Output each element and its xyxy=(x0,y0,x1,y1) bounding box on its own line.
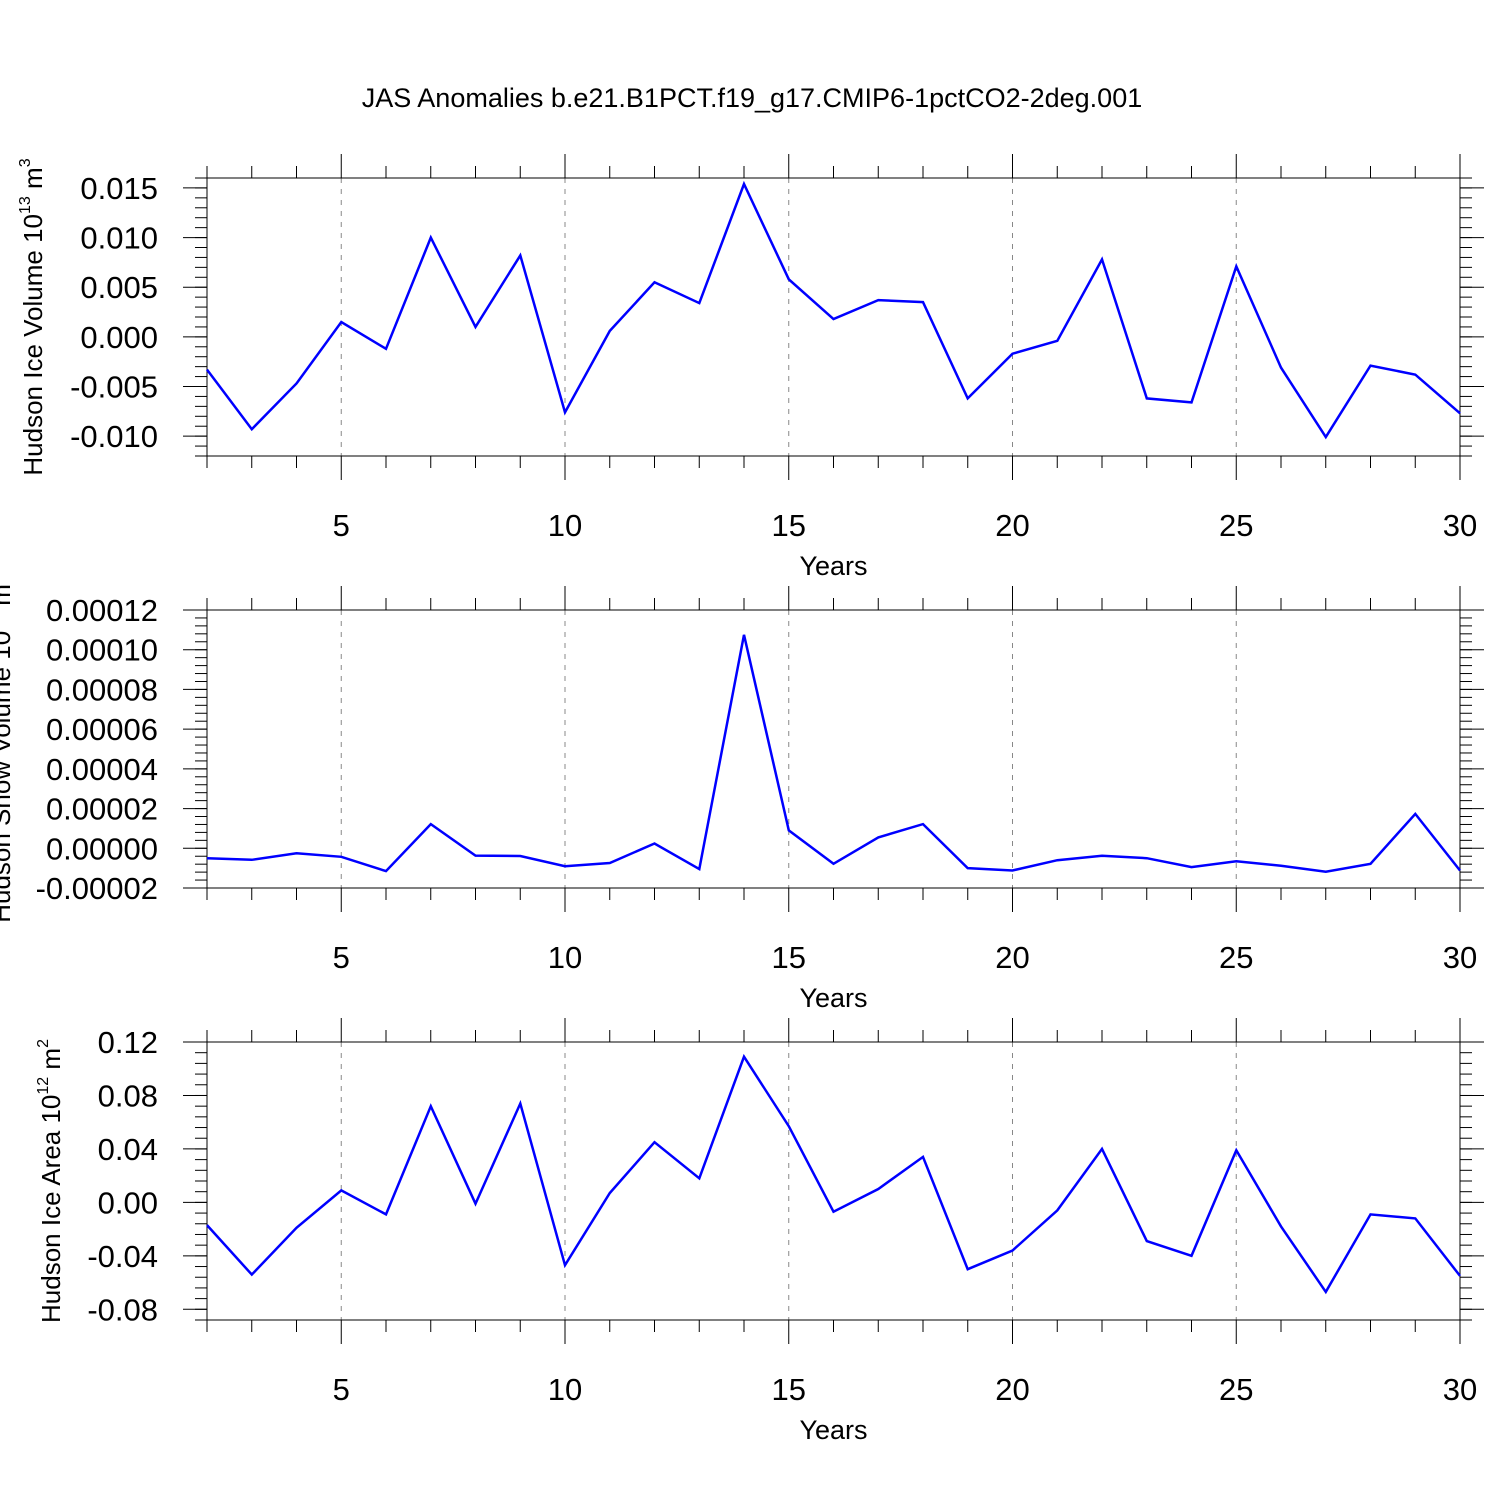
y-tick-label: -0.005 xyxy=(70,370,158,405)
x-axis-label: Years xyxy=(799,551,867,581)
x-tick-label: 10 xyxy=(548,508,582,543)
y-tick-label: 0.015 xyxy=(80,171,158,206)
chart-title: JAS Anomalies b.e21.B1PCT.f19_g17.CMIP6-… xyxy=(362,83,1142,113)
x-tick-label: 20 xyxy=(995,1372,1029,1407)
x-tick-label: 25 xyxy=(1219,1372,1253,1407)
series-line xyxy=(206,1053,1461,1295)
x-tick-label: 30 xyxy=(1443,508,1477,543)
x-tick-label: 30 xyxy=(1443,1372,1477,1407)
plot-frame xyxy=(206,1041,1461,1321)
x-tick-label: 25 xyxy=(1219,940,1253,975)
panel-2: 5 10 15 20 25 30 Years -0.00002 0.00000 0.00002 0.… xyxy=(0,575,1484,1013)
y-tick-label: 0.00002 xyxy=(46,792,158,827)
y-tick-label: 0.00 xyxy=(98,1185,158,1220)
series-line xyxy=(206,180,1461,440)
x-tick-label: 5 xyxy=(333,508,350,543)
y-tick-label: 0.00008 xyxy=(46,672,158,707)
y-tick-label: -0.04 xyxy=(87,1239,158,1274)
x-tick-label: 15 xyxy=(772,508,806,543)
y-tick-label: 0.12 xyxy=(98,1025,158,1060)
panel-3: 5 10 15 20 25 30 Years -0.08 -0.04 0.00 0.04 0.08 0.… xyxy=(35,1018,1484,1445)
y-tick-label: 0.04 xyxy=(98,1132,158,1167)
x-tick-label: 10 xyxy=(548,1372,582,1407)
x-axis-label: Years xyxy=(799,1415,867,1445)
plot-frame xyxy=(206,609,1461,889)
panel-1: 5 10 15 20 25 30 Years -0.010 -0.005 0.000 0.005 0.… xyxy=(17,154,1484,581)
x-tick-label: 30 xyxy=(1443,940,1477,975)
panels: 5 10 15 20 25 30Years-0.010-0.0050.0000.0050.… xyxy=(0,154,1484,1445)
y-tick-label: 0.005 xyxy=(80,270,158,305)
y-tick-label: -0.08 xyxy=(87,1292,158,1327)
plot-frame xyxy=(206,177,1461,457)
y-tick-label: 0.00004 xyxy=(46,752,158,787)
x-tick-label: 20 xyxy=(995,508,1029,543)
series-line xyxy=(206,634,1461,873)
x-tick-label: 15 xyxy=(772,1372,806,1407)
y-tick-label: 0.00012 xyxy=(46,593,158,628)
y-tick-label: 0.00006 xyxy=(46,712,158,747)
x-tick-label: 25 xyxy=(1219,508,1253,543)
y-axis-label: Hudson Ice Area 1012 m2 xyxy=(35,1039,66,1323)
x-tick-label: 15 xyxy=(772,940,806,975)
x-tick-label: 10 xyxy=(548,940,582,975)
y-tick-label: 0.08 xyxy=(98,1078,158,1113)
y-tick-label: 0.00000 xyxy=(46,831,158,866)
y-tick-label: -0.010 xyxy=(70,419,158,454)
x-tick-label: 20 xyxy=(995,940,1029,975)
y-axis-label: Hudson Ice Volume 1013 m3 xyxy=(17,158,48,475)
y-tick-label: -0.00002 xyxy=(36,871,158,906)
y-tick-label: 0.00010 xyxy=(46,633,158,668)
y-tick-label: 0.010 xyxy=(80,221,158,256)
y-tick-label: 0.000 xyxy=(80,320,158,355)
x-axis-label: Years xyxy=(799,983,867,1013)
y-axis-label: Hudson Snow Volume 1013 m3 xyxy=(0,575,16,923)
x-tick-label: 5 xyxy=(333,1372,350,1407)
x-tick-label: 5 xyxy=(333,940,350,975)
